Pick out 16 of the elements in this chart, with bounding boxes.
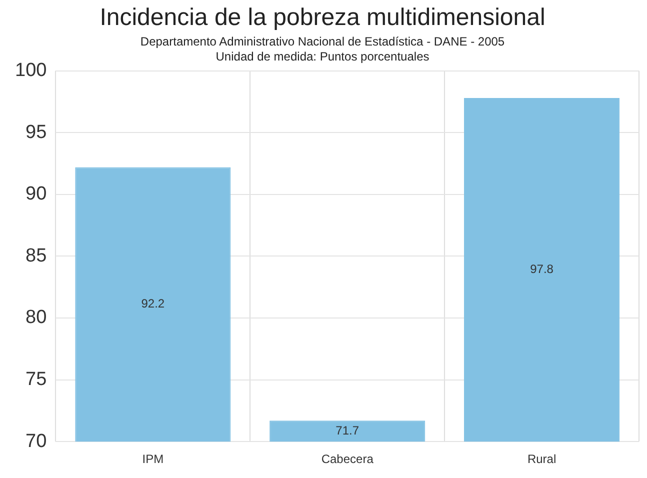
y-tick-label: 75 [26, 369, 47, 390]
y-tick-label: 90 [26, 184, 47, 205]
y-tick-label: 85 [26, 245, 47, 266]
y-tick-label: 80 [26, 307, 47, 328]
chart-subtitle: Departamento Administrativo Nacional de Estadística - DANE - 2005 [140, 34, 505, 49]
x-tick-label: IPM [142, 452, 164, 466]
data-label: 97.8 [530, 262, 554, 276]
x-tick-label: Cabecera [321, 452, 374, 466]
chart-title: Incidencia de la pobreza multidimensional [100, 4, 546, 32]
x-tick-label: Rural [527, 452, 556, 466]
y-tick-label: 100 [15, 60, 47, 82]
data-label: 92.2 [141, 296, 165, 311]
text: Unidad de medida: Puntos porcentuales [216, 50, 430, 64]
y-tick-label: 95 [26, 122, 47, 143]
y-tick-label: 70 [26, 430, 47, 452]
data-label: 71.7 [336, 423, 360, 438]
